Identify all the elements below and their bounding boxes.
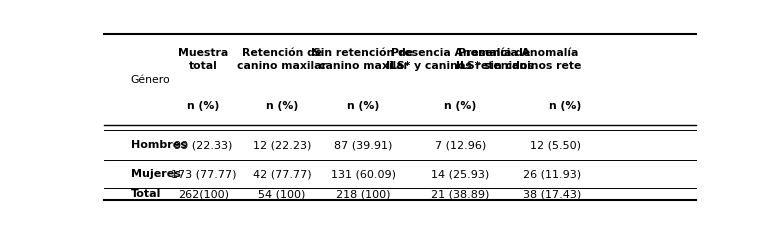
Text: 262(100): 262(100) [178, 189, 229, 199]
Text: 7 (12.96): 7 (12.96) [434, 140, 486, 150]
Text: 42 (77.77): 42 (77.77) [253, 169, 311, 179]
Text: Retención de
canino maxilar: Retención de canino maxilar [237, 48, 327, 71]
Text: 12 (22.23): 12 (22.23) [253, 140, 311, 150]
Text: 26 (11.93): 26 (11.93) [523, 169, 581, 179]
Text: n (%): n (%) [444, 101, 477, 111]
Text: Sin retención de
canino maxilar: Sin retención de canino maxilar [314, 48, 413, 71]
Text: 131 (60.09): 131 (60.09) [331, 169, 396, 179]
Text: 218 (100): 218 (100) [336, 189, 391, 199]
Text: n (%): n (%) [347, 101, 380, 111]
Text: 38 (17.43): 38 (17.43) [523, 189, 581, 199]
Text: Total: Total [131, 189, 161, 199]
Text: 21 (38.89): 21 (38.89) [431, 189, 489, 199]
Text: n (%): n (%) [549, 101, 581, 111]
Text: n (%): n (%) [266, 101, 298, 111]
Text: 54 (100): 54 (100) [258, 189, 306, 199]
Text: 173 (77.77): 173 (77.77) [171, 169, 236, 179]
Text: Hombres: Hombres [131, 140, 186, 150]
Text: Mujeres: Mujeres [131, 169, 181, 179]
Text: 87 (39.91): 87 (39.91) [335, 140, 392, 150]
Text: n (%): n (%) [187, 101, 219, 111]
Text: 14 (25.93): 14 (25.93) [431, 169, 489, 179]
Text: Muestra
total: Muestra total [178, 48, 229, 71]
Text: Presencia Anomalía de
ILS* y caninos retenidos: Presencia Anomalía de ILS* y caninos ret… [386, 48, 534, 71]
Text: 99 (22.33): 99 (22.33) [174, 140, 232, 150]
Text: Presencia Anomalía
ILS* sin caninos rete: Presencia Anomalía ILS* sin caninos rete [456, 48, 581, 71]
Text: 12 (5.50): 12 (5.50) [530, 140, 581, 150]
Text: Género: Género [131, 75, 171, 85]
